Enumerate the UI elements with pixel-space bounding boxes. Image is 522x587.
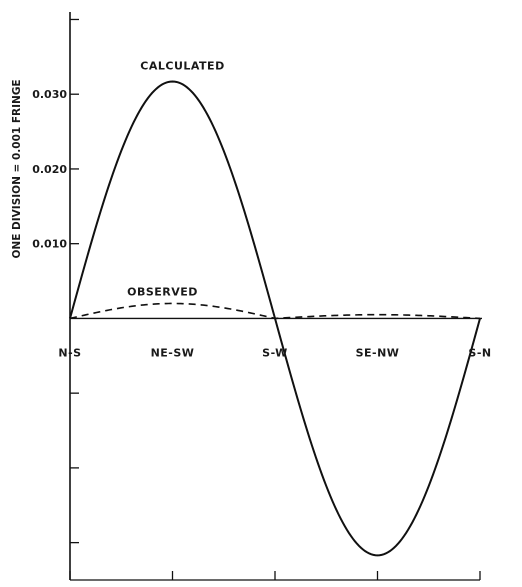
y-tick-label: 0.010 — [32, 238, 67, 251]
series-label-observed: OBSERVED — [127, 285, 198, 298]
category-label: S-N — [468, 346, 491, 359]
series-layer — [69, 80, 481, 557]
series-label-calculated: CALCULATED — [140, 60, 224, 73]
y-tick-label: 0.020 — [32, 163, 67, 176]
category-label: NE-SW — [151, 346, 195, 359]
y-tick-label: 0.030 — [32, 88, 67, 101]
series-observed-line — [69, 302, 481, 320]
category-label: SE-NW — [356, 346, 400, 359]
y-axis-title: ONE DIVISION = 0.001 FRINGE — [11, 79, 23, 258]
labels: 0.030 0.020 0.010 N-S NE-SW S-W SE-NW S-N ONE DI… — [11, 60, 491, 360]
category-label: N-S — [58, 346, 81, 359]
axes — [69, 12, 482, 581]
category-label: S-W — [262, 346, 288, 359]
